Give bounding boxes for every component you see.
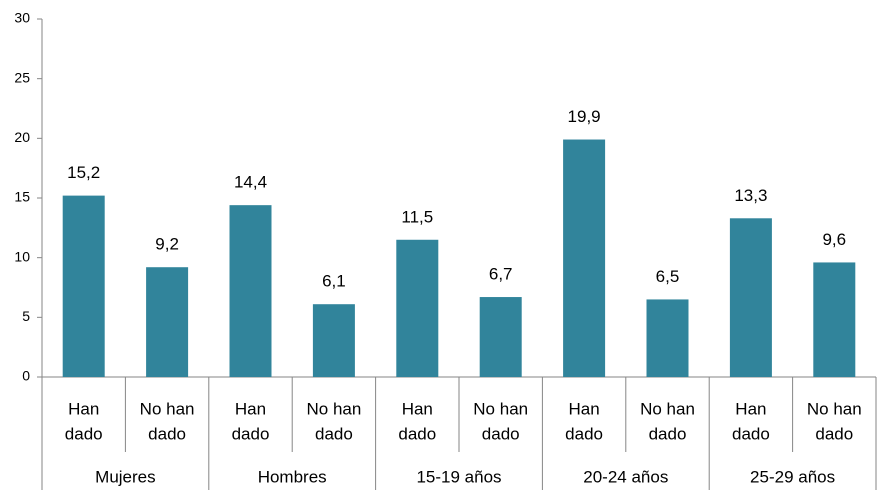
bar [396,239,439,377]
x-tick-label: dado [65,424,103,443]
value-label: 14,4 [234,173,267,192]
x-tick-label: dado [732,424,770,443]
bar [729,218,772,377]
y-tick-label: 25 [14,69,30,85]
x-tick-label: No han [306,399,361,418]
y-tick-label: 0 [22,368,30,384]
value-label: 6,5 [656,267,680,286]
x-tick-label: dado [232,424,270,443]
bar [62,195,105,377]
x-tick-label: No han [807,399,862,418]
value-label: 19,9 [568,107,601,126]
value-label: 6,1 [322,272,346,291]
y-tick-label: 15 [14,189,30,205]
x-tick-label: Han [735,399,766,418]
x-tick-label: Han [569,399,600,418]
x-tick-label: No han [473,399,528,418]
x-tick-label: dado [148,424,186,443]
group-label: Hombres [258,467,327,486]
y-tick-label: 10 [14,248,30,264]
value-label: 9,6 [822,230,846,249]
x-tick-label: No han [640,399,695,418]
x-tick-label: dado [398,424,436,443]
x-tick-label: dado [565,424,603,443]
value-label: 11,5 [401,207,433,226]
x-tick-label: No han [140,399,195,418]
x-tick-label: dado [815,424,853,443]
value-label: 15,2 [67,163,100,182]
bar [229,205,272,377]
x-tick-label: dado [482,424,520,443]
y-tick-label: 30 [14,10,30,26]
value-label: 6,7 [489,265,513,284]
x-tick-label: dado [649,424,687,443]
bar [646,299,689,377]
bar [146,267,189,377]
x-tick-label: Han [402,399,433,418]
group-label: Mujeres [95,467,155,486]
x-tick-label: Han [68,399,99,418]
y-tick-label: 5 [22,308,30,324]
value-label: 13,3 [734,186,767,205]
bar [479,297,522,377]
bar [563,139,606,377]
bar [813,262,856,377]
x-tick-label: Han [235,399,266,418]
group-label: 25-29 años [750,467,835,486]
group-label: 20-24 años [583,467,668,486]
value-label: 9,2 [155,235,179,254]
x-tick-label: dado [315,424,353,443]
y-tick-label: 20 [14,129,30,145]
bar [312,304,355,377]
group-label: 15-19 años [416,467,501,486]
